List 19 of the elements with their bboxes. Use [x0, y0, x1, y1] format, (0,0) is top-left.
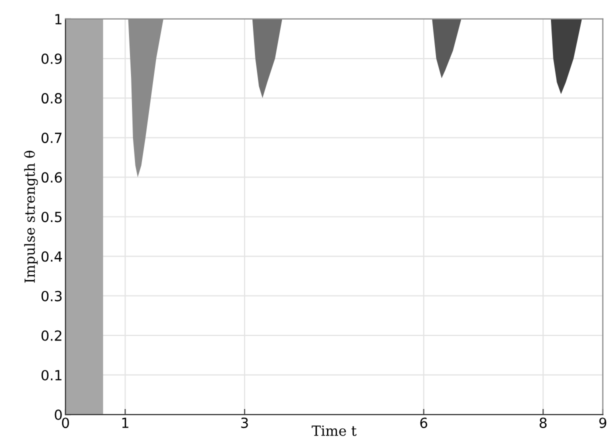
- x-tick-label: 9: [599, 418, 606, 428]
- y-tick-label: 0.5: [42, 212, 62, 222]
- x-tick-label: 8: [540, 418, 547, 428]
- x-tick-label: 3: [241, 418, 248, 428]
- y-axis-title: Impulse strength θ: [24, 150, 38, 283]
- y-tick-label: 0.8: [42, 93, 62, 104]
- x-tick-label: 6: [420, 418, 428, 428]
- y-tick-label: 0.2: [42, 330, 62, 341]
- y-tick-label: 1: [55, 14, 62, 24]
- x-tick-label: 1: [122, 418, 128, 428]
- y-tick-label: 0: [54, 410, 62, 420]
- y-tick-label: 0.4: [42, 251, 62, 262]
- y-tick-label: 0.6: [42, 172, 62, 183]
- x-tick-label: 0: [62, 418, 69, 428]
- y-tick-label: 0.7: [42, 132, 62, 144]
- y-tick-label: 0.3: [42, 290, 62, 302]
- y-tick-label: 0.9: [42, 53, 62, 64]
- x-axis-title: Time t: [312, 426, 357, 436]
- y-tick-label: 0.1: [42, 370, 62, 380]
